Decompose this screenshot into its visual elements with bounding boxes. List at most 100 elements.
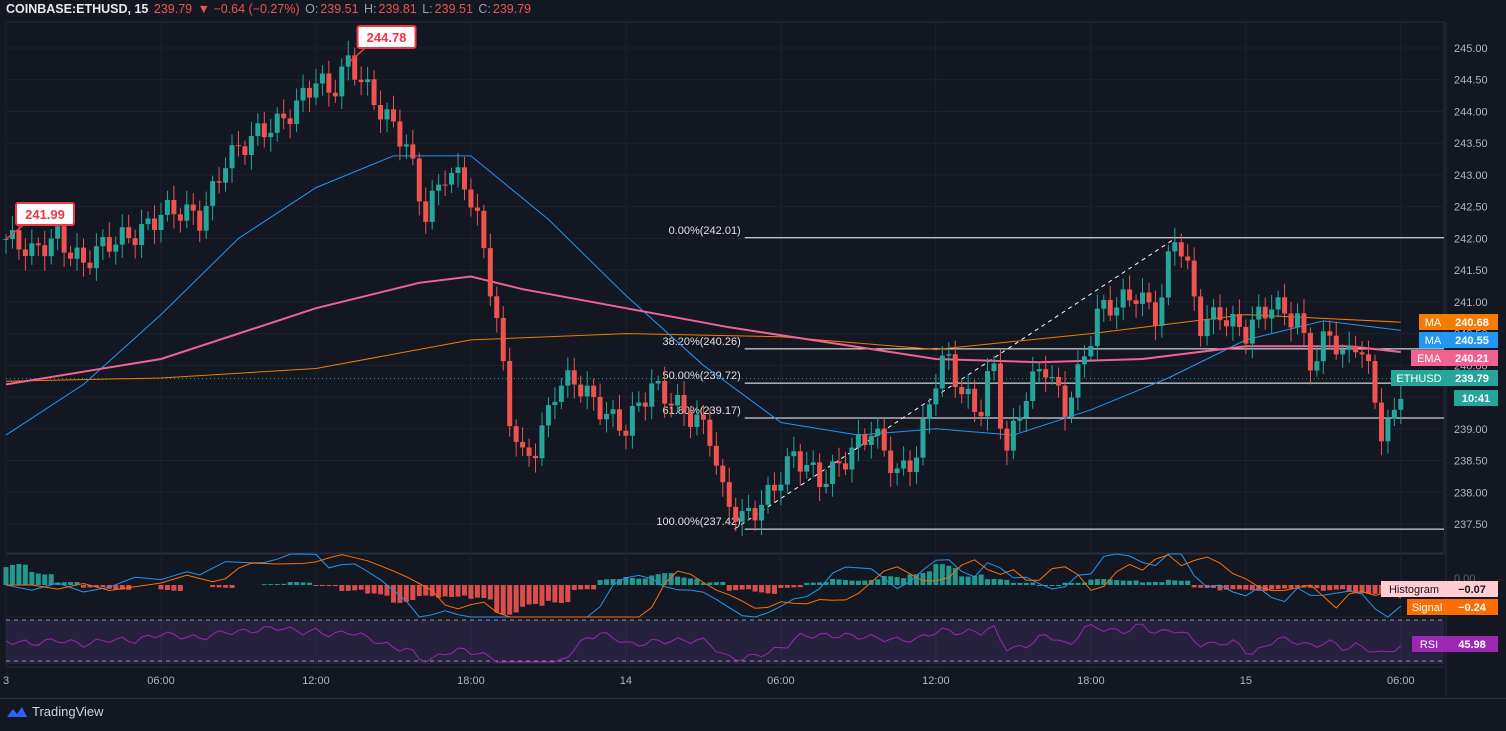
candle-body[interactable] bbox=[830, 461, 836, 484]
candle-body[interactable] bbox=[145, 218, 151, 225]
candle-body[interactable] bbox=[35, 243, 41, 246]
candle-body[interactable] bbox=[997, 363, 1003, 429]
candle-body[interactable] bbox=[403, 144, 409, 147]
candle-body[interactable] bbox=[1165, 251, 1171, 298]
candle-body[interactable] bbox=[229, 145, 235, 169]
candle-body[interactable] bbox=[1378, 402, 1384, 442]
candle-body[interactable] bbox=[1068, 397, 1074, 417]
candle-body[interactable] bbox=[22, 249, 28, 257]
candle-body[interactable] bbox=[313, 83, 319, 98]
candle-body[interactable] bbox=[914, 457, 920, 472]
candle-body[interactable] bbox=[636, 402, 642, 407]
candle-body[interactable] bbox=[55, 226, 61, 239]
candle-body[interactable] bbox=[707, 419, 713, 446]
candle-body[interactable] bbox=[235, 145, 241, 147]
candle-body[interactable] bbox=[1275, 297, 1281, 310]
candle-body[interactable] bbox=[952, 354, 958, 388]
candle-body[interactable] bbox=[985, 371, 991, 417]
candle-body[interactable] bbox=[1333, 335, 1339, 355]
candle-body[interactable] bbox=[604, 413, 610, 420]
candle-body[interactable] bbox=[1140, 292, 1146, 304]
candle-body[interactable] bbox=[571, 370, 577, 385]
candle-body[interactable] bbox=[1101, 299, 1107, 309]
candle-body[interactable] bbox=[784, 456, 790, 485]
candle-body[interactable] bbox=[513, 426, 519, 442]
candle-body[interactable] bbox=[610, 409, 616, 414]
candle-body[interactable] bbox=[565, 370, 571, 386]
candle-body[interactable] bbox=[332, 92, 338, 97]
candle-body[interactable] bbox=[1236, 313, 1242, 327]
candle-body[interactable] bbox=[1366, 354, 1372, 362]
candle-body[interactable] bbox=[1249, 319, 1255, 344]
candle-body[interactable] bbox=[1178, 242, 1184, 257]
candle-body[interactable] bbox=[888, 450, 894, 474]
candle-body[interactable] bbox=[1075, 364, 1081, 398]
candle-body[interactable] bbox=[868, 435, 874, 445]
symbol-label[interactable]: COINBASE:ETHUSD, 15 bbox=[6, 2, 149, 16]
candle-body[interactable] bbox=[1081, 356, 1087, 365]
candle-body[interactable] bbox=[552, 401, 558, 406]
candle-body[interactable] bbox=[771, 484, 777, 491]
candle-body[interactable] bbox=[223, 168, 229, 183]
candle-body[interactable] bbox=[1346, 345, 1352, 350]
candle-body[interactable] bbox=[881, 428, 887, 451]
candle-body[interactable] bbox=[1282, 297, 1288, 314]
candle-body[interactable] bbox=[1372, 361, 1378, 403]
candle-body[interactable] bbox=[1295, 313, 1300, 328]
candle-body[interactable] bbox=[545, 405, 551, 426]
candle-body[interactable] bbox=[623, 430, 629, 436]
candle-body[interactable] bbox=[42, 245, 48, 257]
candle-body[interactable] bbox=[533, 455, 539, 459]
candle-body[interactable] bbox=[681, 394, 687, 412]
candle-body[interactable] bbox=[287, 118, 293, 125]
candle-body[interactable] bbox=[113, 244, 119, 252]
candle-body[interactable] bbox=[339, 66, 345, 97]
candle-body[interactable] bbox=[1217, 307, 1223, 321]
candle-body[interactable] bbox=[203, 205, 209, 231]
candle-body[interactable] bbox=[371, 79, 377, 106]
candle-body[interactable] bbox=[93, 246, 99, 269]
tradingview-brand[interactable]: TradingView bbox=[32, 704, 104, 719]
candle-body[interactable] bbox=[294, 100, 300, 125]
candle-body[interactable] bbox=[358, 79, 364, 83]
candle-body[interactable] bbox=[300, 87, 306, 101]
candle-body[interactable] bbox=[68, 252, 74, 259]
candle-body[interactable] bbox=[1185, 256, 1191, 261]
candle-body[interactable] bbox=[1159, 297, 1165, 326]
candle-body[interactable] bbox=[1088, 346, 1094, 357]
candle-body[interactable] bbox=[926, 404, 932, 420]
candle-body[interactable] bbox=[468, 189, 474, 208]
candle-body[interactable] bbox=[1385, 418, 1391, 442]
tradingview-logo-icon[interactable] bbox=[6, 704, 28, 720]
candle-body[interactable] bbox=[616, 409, 622, 431]
candle-body[interactable] bbox=[675, 394, 681, 406]
candle-body[interactable] bbox=[461, 167, 467, 190]
candle-body[interactable] bbox=[875, 428, 881, 436]
candle-body[interactable] bbox=[507, 361, 513, 427]
candle-body[interactable] bbox=[1327, 331, 1333, 336]
candle-body[interactable] bbox=[1353, 345, 1359, 353]
candle-body[interactable] bbox=[48, 238, 54, 257]
candle-body[interactable] bbox=[1288, 313, 1294, 328]
candle-body[interactable] bbox=[1036, 369, 1042, 372]
candle-body[interactable] bbox=[1359, 352, 1365, 355]
candle-body[interactable] bbox=[759, 504, 765, 521]
candle-body[interactable] bbox=[1107, 299, 1113, 316]
candle-body[interactable] bbox=[455, 167, 461, 173]
candle-body[interactable] bbox=[1172, 242, 1178, 252]
candle-body[interactable] bbox=[436, 184, 442, 191]
candle-body[interactable] bbox=[597, 396, 603, 420]
candle-body[interactable] bbox=[177, 214, 183, 221]
candle-body[interactable] bbox=[164, 199, 170, 215]
candle-body[interactable] bbox=[1301, 313, 1307, 333]
candle-body[interactable] bbox=[487, 248, 493, 297]
candle-body[interactable] bbox=[390, 109, 396, 122]
candle-body[interactable] bbox=[1307, 332, 1313, 371]
candle-body[interactable] bbox=[449, 172, 455, 185]
candle-body[interactable] bbox=[791, 451, 797, 457]
candle-body[interactable] bbox=[965, 388, 971, 395]
candle-body[interactable] bbox=[1017, 417, 1023, 421]
candle-body[interactable] bbox=[1398, 398, 1404, 410]
candle-body[interactable] bbox=[423, 201, 429, 222]
candle-body[interactable] bbox=[1152, 302, 1158, 326]
